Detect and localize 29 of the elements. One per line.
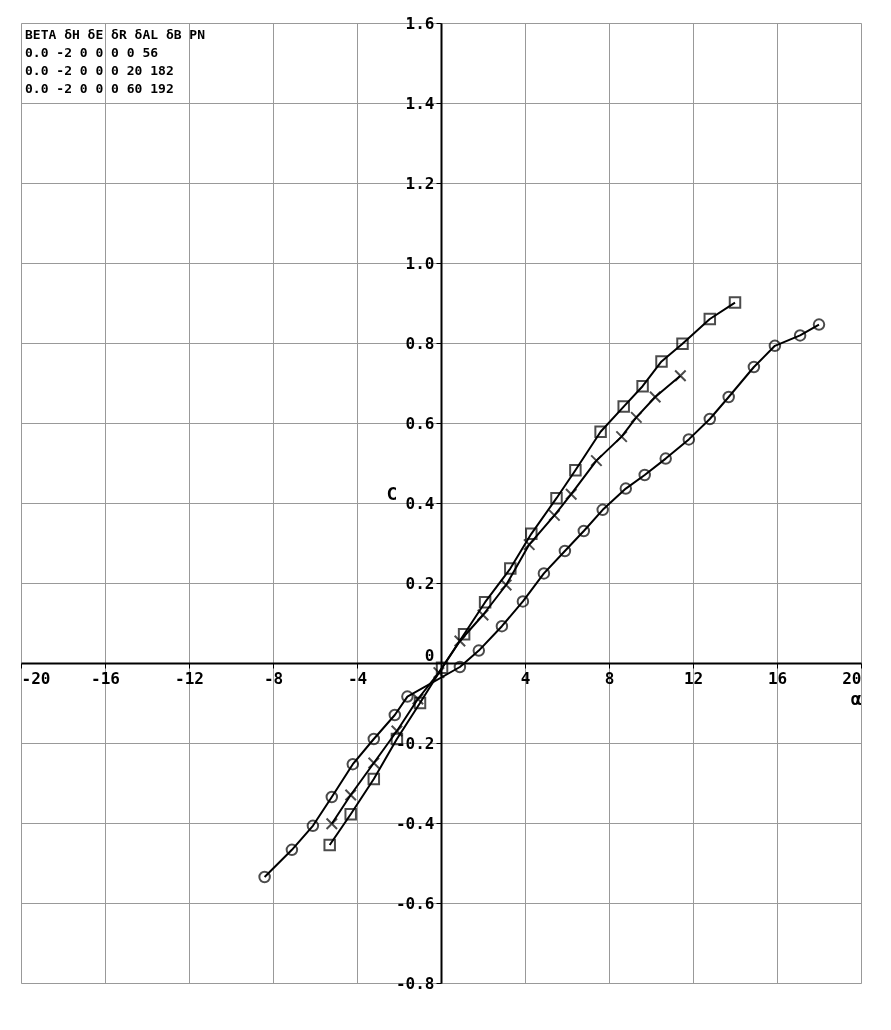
x-tick-label: 8 bbox=[604, 668, 615, 688]
annotation: 0.0 -2 0 0 0 60 192 bbox=[25, 81, 174, 96]
x-tick-label: -4 bbox=[347, 668, 368, 688]
y-tick-label: -0.6 bbox=[395, 893, 435, 913]
annotation: 0.0 -2 0 0 0 20 182 bbox=[25, 63, 174, 78]
y-tick-label: 0 bbox=[424, 645, 435, 665]
y-axis-title: C bbox=[386, 482, 398, 504]
annotation: BETA δH δE δR δAL δB PN bbox=[25, 27, 206, 42]
y-tick-label: 0.6 bbox=[405, 413, 435, 433]
x-tick-label: -20 bbox=[21, 668, 51, 688]
x-tick-label: 4 bbox=[520, 668, 531, 688]
x-tick-label: -8 bbox=[263, 668, 284, 688]
y-tick-label: 0.2 bbox=[405, 573, 435, 593]
x-tick-label: -16 bbox=[91, 668, 120, 688]
y-tick-label: 1.2 bbox=[405, 173, 435, 193]
x-tick-label: 16 bbox=[767, 668, 788, 688]
x-tick-label: -12 bbox=[175, 668, 204, 688]
annotation: 0.0 -2 0 0 0 0 56 bbox=[25, 45, 159, 60]
y-tick-label: 1.4 bbox=[405, 93, 435, 113]
y-tick-label: 0.8 bbox=[405, 333, 435, 353]
y-tick-label: 0.4 bbox=[405, 493, 435, 513]
x-tick-label: 20 bbox=[842, 668, 862, 688]
x-axis-title: α bbox=[850, 687, 862, 709]
y-tick-label: 1.6 bbox=[405, 13, 435, 33]
y-tick-label: -0.8 bbox=[395, 973, 435, 993]
y-tick-label: -0.4 bbox=[395, 813, 435, 833]
y-tick-label: 1.0 bbox=[405, 253, 435, 273]
y-tick-label: -0.2 bbox=[395, 733, 435, 753]
x-tick-label: 12 bbox=[683, 668, 704, 688]
